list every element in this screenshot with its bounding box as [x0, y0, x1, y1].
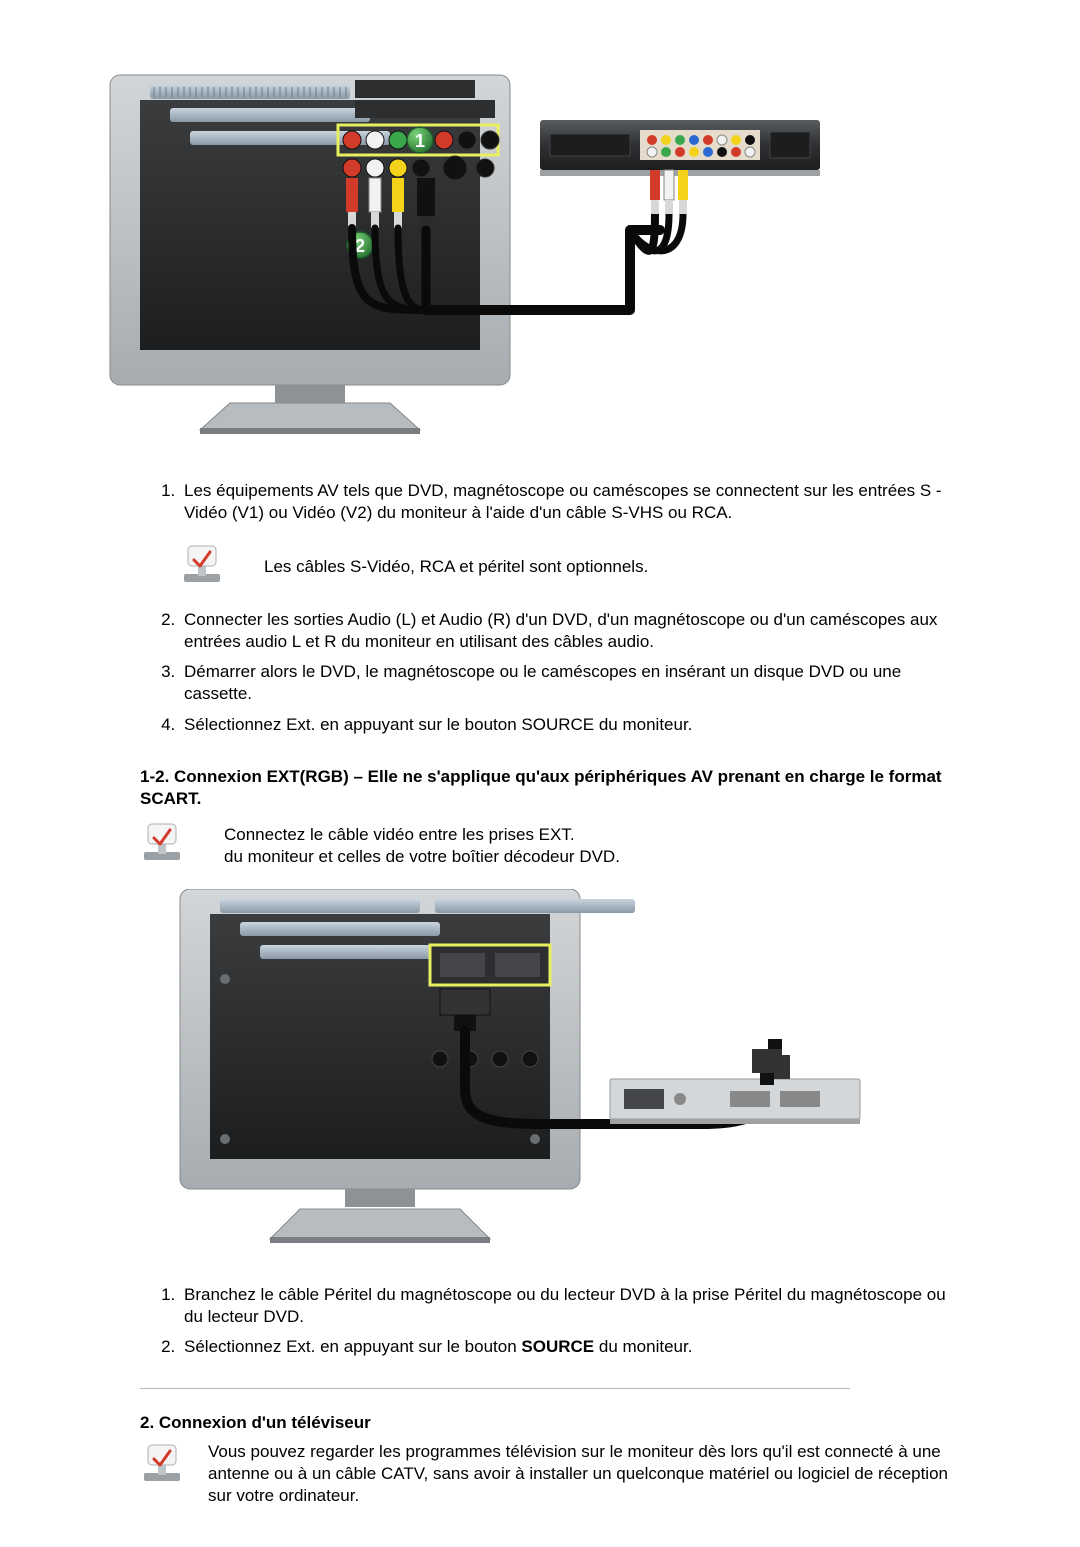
instruction-list-1a: Les équipements AV tels que DVD, magnéto… [180, 480, 950, 524]
list2-item2: Sélectionnez Ext. en appuyant sur le bou… [180, 1336, 950, 1358]
list2-item1: Branchez le câble Péritel du magnétoscop… [180, 1284, 950, 1328]
list1-item1: Les équipements AV tels que DVD, magnéto… [180, 480, 950, 524]
note-text: Les câbles S-Vidéo, RCA et péritel sont … [264, 542, 648, 578]
info-icon [140, 1441, 184, 1490]
svg-text:1: 1 [415, 131, 425, 151]
list1-item3: Démarrer alors le DVD, le magnétoscope o… [180, 661, 950, 705]
list1-item4: Sélectionnez Ext. en appuyant sur le bou… [180, 714, 950, 736]
tv-note-text: Vous pouvez regarder les programmes télé… [208, 1441, 950, 1507]
subsection-1-2-heading: 1-2. Connexion EXT(RGB) – Elle ne s'appl… [140, 766, 950, 810]
instruction-list-1b: Connecter les sorties Audio (L) et Audio… [180, 609, 950, 735]
section-2-title: 2. Connexion d'un téléviseur [140, 1413, 1010, 1433]
note-text: Connectez le câble vidéo entre les prise… [224, 820, 620, 868]
list1-item2: Connecter les sorties Audio (L) et Audio… [180, 609, 950, 653]
divider [140, 1388, 850, 1389]
info-icon [180, 542, 224, 591]
tv-note: Vous pouvez regarder les programmes télé… [140, 1441, 950, 1507]
connection-diagram-2 [140, 889, 1010, 1249]
note-row-ext-cable: Connectez le câble vidéo entre les prise… [140, 820, 1010, 869]
instruction-list-2: Branchez le câble Péritel du magnétoscop… [180, 1284, 950, 1358]
note-row-cables-optional: Les câbles S-Vidéo, RCA et péritel sont … [180, 542, 1010, 591]
info-icon [140, 820, 184, 869]
connection-diagram-1: 1 2 [70, 70, 1010, 445]
